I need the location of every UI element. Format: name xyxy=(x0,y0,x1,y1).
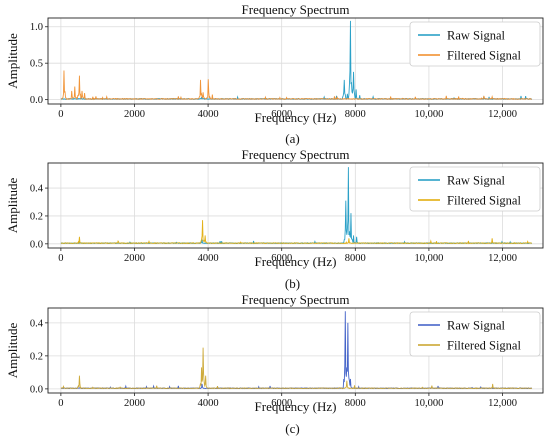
plot-frame xyxy=(47,307,544,394)
x-tick-label: 8000 xyxy=(345,253,366,264)
x-tick-label: 6000 xyxy=(271,109,292,120)
x-tick-label: 10,000 xyxy=(414,398,443,409)
series-line-filtered-signal xyxy=(60,220,533,245)
legend-box xyxy=(409,311,541,357)
y-tick-label: 0.5 xyxy=(30,59,43,70)
panel-label: (b) xyxy=(285,276,300,291)
chart-title: Frequency Spectrum xyxy=(242,292,350,307)
chart-title: Frequency Spectrum xyxy=(242,147,350,162)
x-tick-label: 0 xyxy=(58,109,63,120)
legend-box xyxy=(409,166,541,212)
legend-label: Filtered Signal xyxy=(447,194,521,208)
y-tick-label: 0.4 xyxy=(30,184,44,195)
panel-label: (a) xyxy=(285,131,299,146)
y-axis-label: Amplitude xyxy=(5,322,20,378)
y-tick-label: 0.0 xyxy=(30,95,43,106)
x-tick-label: 0 xyxy=(58,253,63,264)
legend: Raw Signal Filtered Signal xyxy=(409,166,541,212)
x-tick-label: 10,000 xyxy=(414,253,443,264)
x-tick-label: 10,000 xyxy=(414,109,443,120)
y-axis-label: Amplitude xyxy=(5,33,20,89)
y-tick-label: 1.0 xyxy=(30,22,43,33)
plot-frame xyxy=(47,17,544,105)
x-axis-label: Frequency (Hz) xyxy=(255,254,337,269)
y-tick-label: 0.0 xyxy=(30,384,43,395)
x-tick-label: 0 xyxy=(58,398,63,409)
series-line-filtered-signal xyxy=(60,347,533,390)
x-tick-label: 6000 xyxy=(271,398,292,409)
x-tick-label: 8000 xyxy=(345,109,366,120)
legend-label: Raw Signal xyxy=(447,319,506,333)
chart-title: Frequency Spectrum xyxy=(242,2,350,17)
x-tick-label: 6000 xyxy=(271,253,292,264)
x-axis-label: Frequency (Hz) xyxy=(255,110,337,125)
legend-label: Raw Signal xyxy=(447,29,506,43)
y-tick-label: 0.2 xyxy=(30,351,43,362)
x-tick-label: 8000 xyxy=(345,398,366,409)
y-tick-label: 0.2 xyxy=(30,211,43,222)
chart-panel-1: 0 2000 4000 6000 8000 10,000 12,000 0.0 0.5 1.0 Fr… xyxy=(5,2,544,146)
x-axis-label: Frequency (Hz) xyxy=(255,399,337,414)
panel-label: (c) xyxy=(285,421,299,436)
y-tick-label: 0.4 xyxy=(30,318,44,329)
x-tick-label: 4000 xyxy=(198,109,219,120)
x-tick-label: 2000 xyxy=(124,253,145,264)
x-tick-label: 12,000 xyxy=(488,253,517,264)
y-tick-label: 0.0 xyxy=(30,239,43,250)
chart-panel-2: 0 2000 4000 6000 8000 10,000 12,000 0.0 0.2 0.4 Fr… xyxy=(5,147,544,291)
x-tick-label: 2000 xyxy=(124,398,145,409)
legend-box xyxy=(409,21,541,67)
y-axis-label: Amplitude xyxy=(5,177,20,233)
legend-label: Filtered Signal xyxy=(447,49,521,63)
legend: Raw Signal Filtered Signal xyxy=(409,311,541,357)
x-tick-label: 4000 xyxy=(198,253,219,264)
plot-frame xyxy=(47,162,544,249)
x-tick-label: 12,000 xyxy=(488,109,517,120)
legend-label: Filtered Signal xyxy=(447,339,521,353)
chart-panel-3: 0 2000 4000 6000 8000 10,000 12,000 0.0 0.2 0.4 Fr… xyxy=(5,292,544,436)
legend-label: Raw Signal xyxy=(447,174,506,188)
x-tick-label: 2000 xyxy=(124,109,145,120)
legend: Raw Signal Filtered Signal xyxy=(409,21,541,67)
series-line-filtered-signal xyxy=(60,70,533,101)
x-tick-label: 12,000 xyxy=(488,398,517,409)
x-tick-label: 4000 xyxy=(198,398,219,409)
